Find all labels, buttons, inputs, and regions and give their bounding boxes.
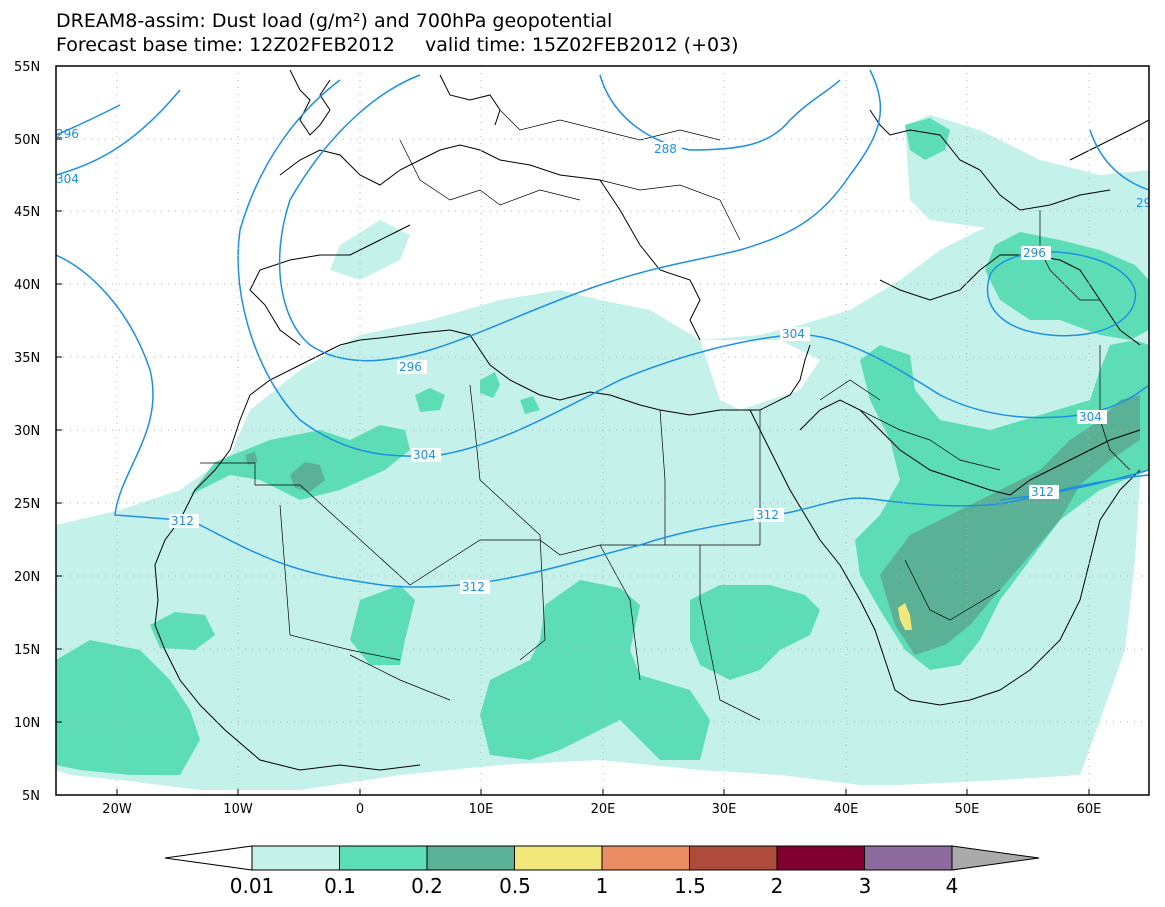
colorbar-segment — [689, 845, 778, 871]
colorbar-segment — [601, 845, 690, 871]
geopotential-contours — [56, 69, 1149, 588]
colorbar-segment — [514, 845, 603, 871]
lon-label: 20W — [102, 802, 132, 817]
lat-label: 45N — [14, 205, 40, 220]
lat-label: 40N — [14, 278, 40, 293]
lon-label: 60E — [1077, 802, 1102, 817]
contour-label: 296 — [1136, 196, 1159, 210]
contour-label: 304 — [1079, 410, 1102, 424]
contour-label: 312 — [462, 580, 485, 594]
lat-label: 35N — [14, 351, 40, 366]
contour-label: 288 — [654, 142, 677, 156]
colorbar-label: 0.2 — [411, 874, 443, 898]
contour-label: 304 — [413, 448, 436, 462]
contour-label: 296 — [399, 360, 422, 374]
colorbar-segment — [426, 845, 515, 871]
gridlines — [56, 66, 1149, 795]
contour-label: 296 — [1023, 246, 1046, 260]
colorbar-label: 0.5 — [499, 874, 531, 898]
colorbar-label: 0.01 — [230, 874, 275, 898]
lon-label: 20E — [591, 802, 616, 817]
colorbar-segment — [864, 845, 953, 871]
longitude-labels: 20W 10W 0 10E 20E 30E 40E 50E 60E — [102, 802, 1101, 817]
contour-label: 304 — [782, 327, 805, 341]
lat-label: 50N — [14, 133, 40, 148]
map-plot-area: 296 304 312 312 288 296 304 304 312 312 … — [56, 66, 1159, 795]
lon-label: 10W — [223, 802, 253, 817]
colorbar-under-arrow — [164, 845, 253, 871]
contour-label: 312 — [756, 508, 779, 522]
contour-labels: 296 304 312 312 288 296 304 304 312 312 … — [56, 127, 1159, 594]
lat-label: 5N — [22, 789, 40, 804]
contour-label: 312 — [171, 514, 194, 528]
colorbar-segment — [251, 845, 340, 871]
lat-label: 20N — [14, 570, 40, 585]
colorbar-label: 0.1 — [324, 874, 356, 898]
dust-fill-level-05 — [898, 603, 912, 630]
lon-label: 10E — [469, 802, 494, 817]
title-line-1: DREAM8-assim: Dust load (g/m²) and 700hP… — [56, 10, 613, 32]
latitude-labels: 55N 50N 45N 40N 35N 30N 25N 20N 15N 10N … — [14, 60, 40, 804]
colorbar: 0.01 0.1 0.2 0.5 1 1.5 2 3 4 — [164, 845, 1040, 898]
contour-label: 312 — [1031, 485, 1054, 499]
colorbar-label: 1.5 — [674, 874, 706, 898]
dust-fill-level-02 — [245, 395, 1140, 655]
colorbar-label: 1 — [596, 874, 609, 898]
colorbar-label: 3 — [859, 874, 872, 898]
contour-label: 296 — [56, 127, 79, 141]
lat-label: 55N — [14, 60, 40, 75]
tick-marks — [56, 65, 1090, 795]
colorbar-segment — [776, 845, 865, 871]
title-line-2: Forecast base time: 12Z02FEB2012 valid t… — [56, 34, 739, 56]
coastlines — [154, 69, 1149, 771]
lon-label: 30E — [712, 802, 737, 817]
colorbar-label: 2 — [771, 874, 784, 898]
lat-label: 25N — [14, 497, 40, 512]
dust-fill-level-001 — [56, 115, 1149, 790]
lon-label: 40E — [834, 802, 859, 817]
lon-label: 0 — [356, 802, 364, 817]
colorbar-label: 4 — [946, 874, 959, 898]
colorbar-segments — [251, 845, 953, 871]
lon-label: 50E — [955, 802, 980, 817]
lat-label: 10N — [14, 716, 40, 731]
lat-label: 15N — [14, 643, 40, 658]
colorbar-segment — [339, 845, 428, 871]
contour-label: 304 — [56, 172, 79, 186]
lat-label: 30N — [14, 424, 40, 439]
colorbar-over-arrow — [951, 845, 1040, 871]
country-borders — [200, 109, 1131, 721]
